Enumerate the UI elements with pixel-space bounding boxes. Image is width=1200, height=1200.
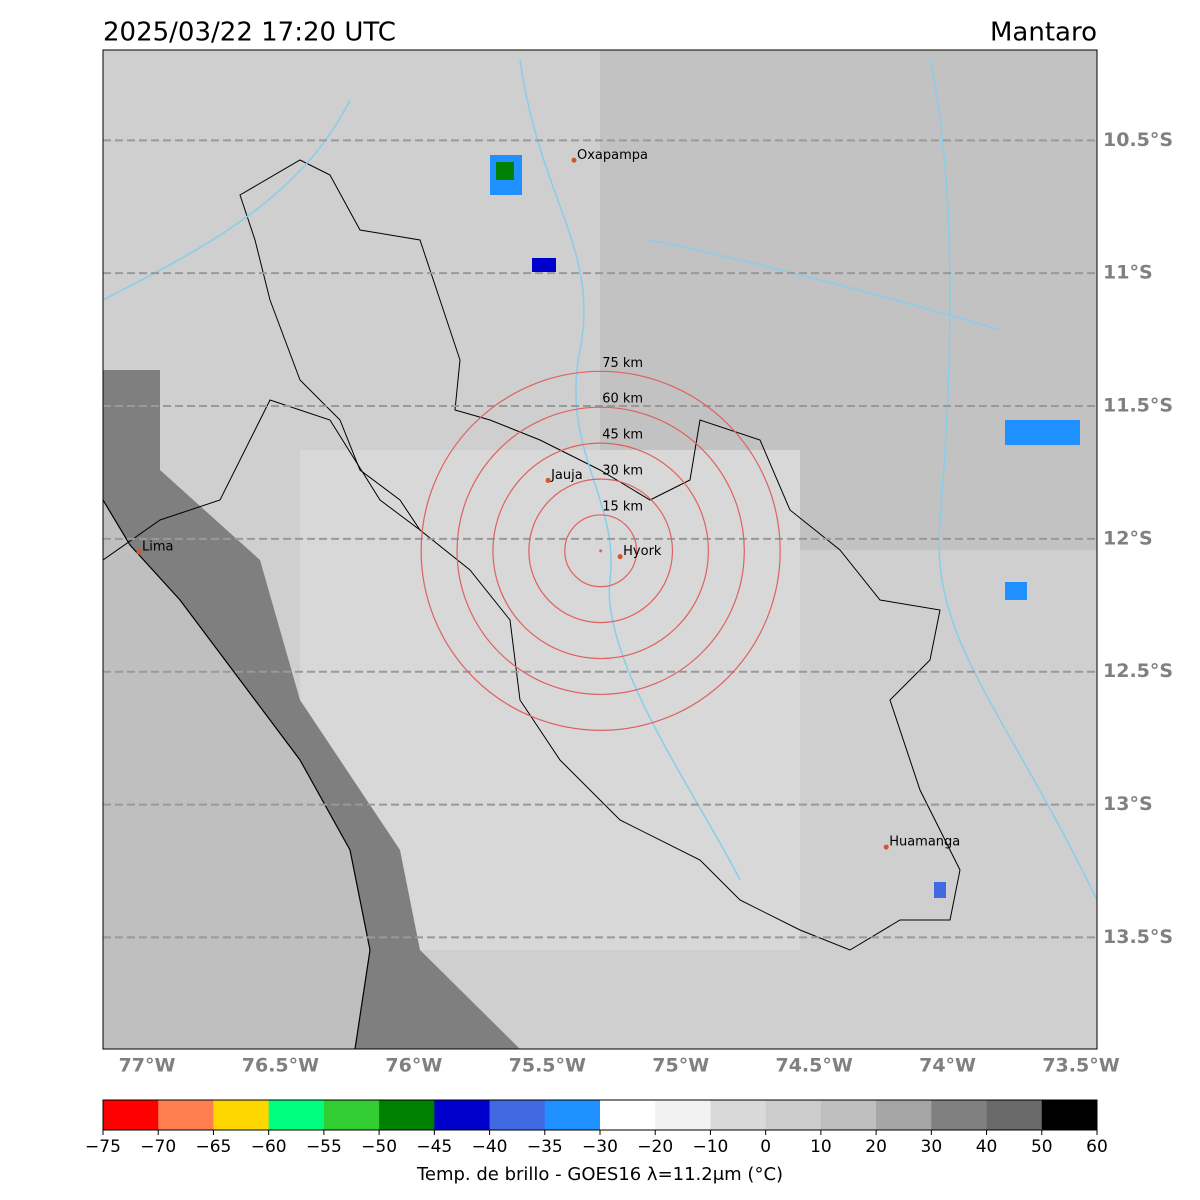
distance-ring	[420, 370, 781, 731]
ring-label: 30 km	[602, 464, 643, 479]
colorbar-tick-label: −75	[85, 1137, 121, 1157]
colorbar-segment	[765, 1100, 822, 1130]
lon-label: 76°W	[385, 1055, 442, 1077]
lon-label: 74°W	[919, 1055, 976, 1077]
ocean	[103, 500, 370, 1049]
lon-label: 74.5°W	[775, 1055, 852, 1077]
map-frame	[102, 49, 1098, 1050]
ring-center	[599, 549, 603, 553]
cloud-cell	[1005, 582, 1027, 600]
lat-label: 11°S	[1103, 262, 1153, 284]
lat-label: 12.5°S	[1103, 660, 1173, 682]
city-label: Lima	[142, 540, 173, 555]
colorbar-segment	[710, 1100, 767, 1130]
colorbar-segment	[876, 1100, 932, 1130]
colorbar-tick-label: 20	[865, 1137, 887, 1157]
lat-label: 13.5°S	[1103, 926, 1173, 948]
colorbar-segment	[986, 1100, 1043, 1130]
lat-label: 11.5°S	[1103, 395, 1173, 417]
colorbar-tick-label: 60	[1086, 1137, 1108, 1157]
colorbar-tick-label: −45	[416, 1137, 452, 1157]
colorbar-tick-label: −30	[582, 1137, 618, 1157]
ring-label: 60 km	[602, 392, 643, 407]
city-marker	[136, 549, 142, 555]
colorbar-tick-label: −60	[251, 1137, 287, 1157]
colorbar-segment	[268, 1100, 325, 1130]
distance-ring	[564, 514, 638, 588]
city-label: Jauja	[550, 468, 583, 483]
colorbar-tick-label: 40	[976, 1137, 998, 1157]
colorbar-tick-label: −70	[140, 1137, 176, 1157]
colorbar-segment	[434, 1100, 491, 1130]
grid-layer	[103, 139, 1097, 939]
colorbar-segment	[600, 1100, 656, 1130]
colorbar-segment	[158, 1100, 214, 1130]
city-layer: Oxapampa Jauja Hyork Lima Huamanga	[136, 148, 960, 850]
cloud-cell	[934, 882, 946, 898]
colorbar-label: Temp. de brillo - GOES16 λ=11.2μm (°C)	[416, 1164, 783, 1185]
ring-label: 15 km	[602, 499, 643, 514]
cloud-cell	[496, 162, 514, 180]
lon-label: 76.5°W	[242, 1055, 319, 1077]
colorbar-tick-label: −65	[195, 1137, 231, 1157]
colorbar-tick-label: 30	[921, 1137, 943, 1157]
colorbar-segment	[544, 1100, 601, 1130]
map-layer: 15 km 30 km 45 km 60 km 75 km Oxapampa Jauja H…	[103, 50, 1097, 1049]
city-label: Hyork	[623, 544, 662, 559]
distance-ring	[528, 478, 674, 624]
colorbar-segment	[213, 1100, 270, 1130]
colorbar-tick-label: −20	[637, 1137, 673, 1157]
colorbar-segment	[323, 1100, 380, 1130]
colorbar-tick-label: −55	[306, 1137, 342, 1157]
lat-label: 13°S	[1103, 793, 1153, 815]
ring-label: 75 km	[602, 356, 643, 371]
colorbar-tick-label: 10	[810, 1137, 832, 1157]
colorbar-segment	[489, 1100, 546, 1130]
basin-outline	[103, 399, 421, 561]
cloud-cell	[1005, 420, 1080, 445]
lon-label: 75°W	[652, 1055, 709, 1077]
map-title: 2025/03/22 17:20 UTC	[103, 18, 396, 48]
colorbar-segment	[1041, 1100, 1098, 1130]
city-label: Oxapampa	[577, 148, 648, 163]
city-label: Huamanga	[889, 835, 960, 850]
colorbar-tick-label: −35	[527, 1137, 563, 1157]
river	[103, 59, 1097, 901]
distance-ring	[456, 406, 745, 696]
cloud-cell	[532, 258, 556, 272]
city-marker	[545, 477, 551, 483]
colorbar-segment	[379, 1100, 435, 1130]
lat-label: 10.5°S	[1103, 129, 1173, 151]
colorbar-segment	[931, 1100, 988, 1130]
lat-label: 12°S	[1103, 527, 1153, 549]
city-marker	[883, 844, 889, 850]
colorbar-tick-label: −40	[472, 1137, 508, 1157]
colorbar-segment	[655, 1100, 711, 1130]
region-name: Mantaro	[990, 18, 1097, 48]
colorbar-tick-label: −10	[692, 1137, 728, 1157]
axis-labels: 10.5°S 11°S 11.5°S 12°S 12.5°S 13°S 13.5°S 77°W…	[119, 129, 1173, 1077]
distance-ring	[492, 442, 709, 660]
city-marker	[617, 554, 623, 560]
lon-label: 75.5°W	[509, 1055, 586, 1077]
ring-layer: 15 km 30 km 45 km 60 km 75 km	[420, 356, 781, 731]
city-marker	[571, 157, 577, 163]
colorbar-tick-label: 50	[1031, 1137, 1053, 1157]
colorbar-tick-label: −50	[361, 1137, 397, 1157]
colorbar-tick-label: 0	[760, 1137, 771, 1157]
colorbar-segment	[820, 1100, 877, 1130]
lon-label: 73.5°W	[1042, 1055, 1119, 1077]
colorbar: −75 −70 −65 −60 −55 −50 −45 −40 −35 −30 −20 −10 0 10 2…	[85, 1099, 1108, 1157]
lon-label: 77°W	[119, 1055, 176, 1077]
ring-label: 45 km	[602, 428, 643, 443]
colorbar-segment	[103, 1100, 159, 1130]
